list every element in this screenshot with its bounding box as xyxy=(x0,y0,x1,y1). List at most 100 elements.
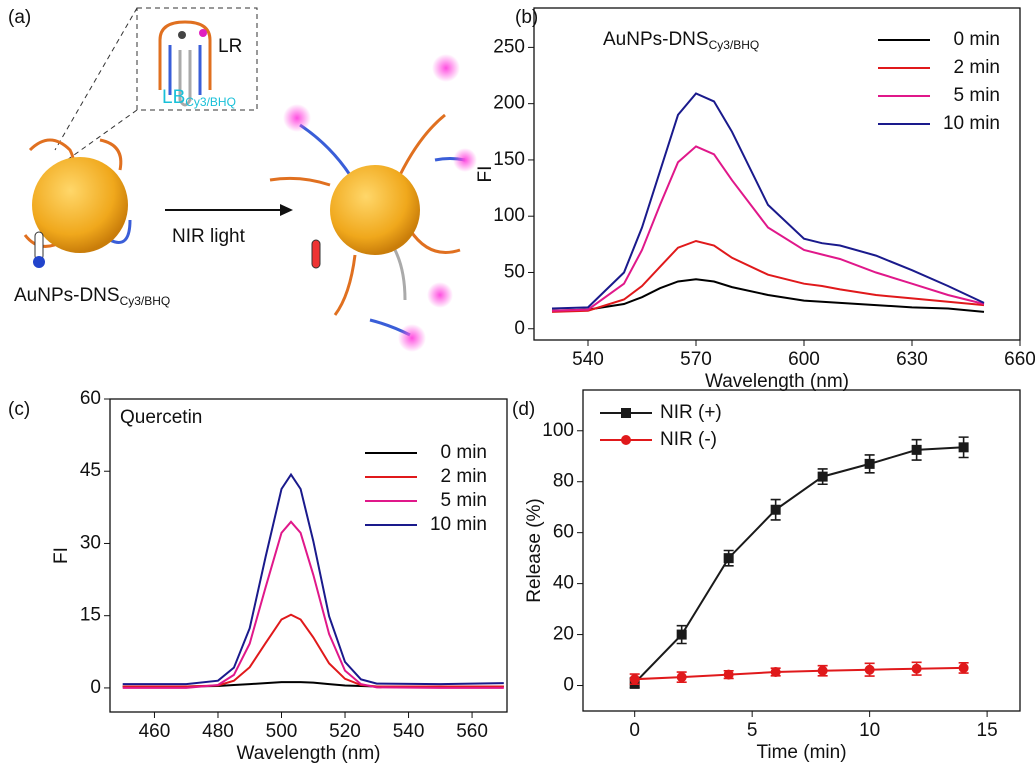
x-tick-label: 540 xyxy=(572,349,604,370)
x-tick-label: 660 xyxy=(1004,349,1035,370)
legend-marker xyxy=(621,408,631,418)
inset-line xyxy=(54,7,138,151)
legend-marker xyxy=(621,435,631,445)
x-axis-label: Wavelength (nm) xyxy=(705,371,849,392)
legend-label: 2 min xyxy=(441,466,487,487)
series-line xyxy=(122,613,504,688)
y-tick-label: 0 xyxy=(563,675,574,696)
legend-label: 5 min xyxy=(954,85,1000,106)
label-sub: Cy3/BHQ xyxy=(120,294,171,308)
dye xyxy=(199,29,207,37)
y-tick-label: 50 xyxy=(504,261,525,282)
annotation: AuNPs-DNS xyxy=(603,29,709,50)
x-tick-label: 630 xyxy=(896,349,928,370)
y-tick-label: 200 xyxy=(493,93,525,114)
panel-label: (a) xyxy=(8,7,31,28)
strand xyxy=(178,50,192,107)
thermometer xyxy=(311,239,321,269)
y-tick-label: 30 xyxy=(80,532,101,553)
marker xyxy=(911,444,922,455)
y-tick-label: 40 xyxy=(553,573,574,594)
marker xyxy=(911,663,922,674)
quencher xyxy=(178,31,186,39)
y-tick-label: 0 xyxy=(514,318,525,339)
y-tick-label: 80 xyxy=(553,471,574,492)
y-tick-label: 150 xyxy=(493,149,525,170)
y-axis-label: FI xyxy=(475,166,496,183)
label-sub: Cy3/BHQ xyxy=(185,95,236,109)
glows xyxy=(283,54,477,352)
plot-frame xyxy=(109,398,508,713)
plot-frame xyxy=(533,7,1021,341)
y-tick-label: 0 xyxy=(90,677,101,698)
legend-label: 0 min xyxy=(441,442,487,463)
marker xyxy=(723,553,734,564)
nanoparticle xyxy=(32,157,128,253)
y-tick-label: 100 xyxy=(493,205,525,226)
marker xyxy=(864,664,875,675)
marker xyxy=(817,665,828,676)
nanoparticle xyxy=(330,165,420,255)
marker xyxy=(629,674,640,685)
series-line xyxy=(633,446,964,684)
x-tick-label: 15 xyxy=(977,720,998,741)
strand xyxy=(168,45,202,95)
y-axis-label: Release (%) xyxy=(524,498,545,603)
legend-label: NIR (-) xyxy=(660,429,717,450)
x-axis-label: Time (min) xyxy=(756,742,846,763)
y-tick-label: 60 xyxy=(553,522,574,543)
x-tick-label: 520 xyxy=(329,721,361,742)
legend-label: 2 min xyxy=(954,57,1000,78)
series-line xyxy=(634,666,964,681)
legend-label: NIR (+) xyxy=(660,402,722,423)
panel-a: (a) LR LBCy3/BHQ NIR light AuNPs-DNSCy3/ xyxy=(8,7,477,352)
inset-line xyxy=(59,109,138,166)
y-tick-label: 250 xyxy=(493,36,525,57)
marker xyxy=(723,669,734,680)
thermometer xyxy=(34,231,44,261)
annotation: AuNPs-DNSCy3/BHQ xyxy=(603,29,759,52)
inset-box xyxy=(136,7,258,111)
annotation-sub: Cy3/BHQ xyxy=(709,38,760,52)
marker xyxy=(817,471,828,482)
marker xyxy=(676,629,687,640)
marker xyxy=(676,672,687,683)
marker xyxy=(770,667,781,678)
label: LR xyxy=(218,36,242,57)
marker xyxy=(770,504,781,515)
y-tick-label: 15 xyxy=(80,605,101,626)
plot-frame xyxy=(582,389,1021,712)
marker xyxy=(958,662,969,673)
series-line xyxy=(122,472,504,686)
y-tick-label: 100 xyxy=(542,420,574,441)
x-tick-label: 480 xyxy=(202,721,234,742)
label: LBCy3/BHQ xyxy=(162,87,236,109)
panel-label: (c) xyxy=(8,399,30,420)
series-line xyxy=(551,145,985,312)
x-tick-label: 600 xyxy=(788,349,820,370)
arrowhead xyxy=(280,204,293,216)
series-line xyxy=(551,92,985,310)
panel-label: (d) xyxy=(512,399,535,420)
legend-label: 0 min xyxy=(954,29,1000,50)
x-tick-label: 10 xyxy=(859,720,880,741)
marker xyxy=(958,442,969,453)
y-tick-label: 45 xyxy=(80,460,101,481)
y-tick-label: 20 xyxy=(553,624,574,645)
x-tick-label: 5 xyxy=(747,720,758,741)
legend-label: 10 min xyxy=(430,514,487,535)
x-tick-label: 560 xyxy=(456,721,488,742)
series-line xyxy=(122,520,504,689)
x-tick-label: 460 xyxy=(139,721,171,742)
series-line xyxy=(551,239,985,313)
x-tick-label: 570 xyxy=(680,349,712,370)
x-axis-label: Wavelength (nm) xyxy=(237,743,381,764)
thermometer xyxy=(33,256,45,268)
y-axis-label: FI xyxy=(51,547,72,564)
label: LB xyxy=(162,87,185,108)
marker xyxy=(864,458,875,469)
label: AuNPs-DNSCy3/BHQ xyxy=(14,285,170,308)
legend-label: 5 min xyxy=(441,490,487,511)
annotation: Quercetin xyxy=(120,407,202,428)
